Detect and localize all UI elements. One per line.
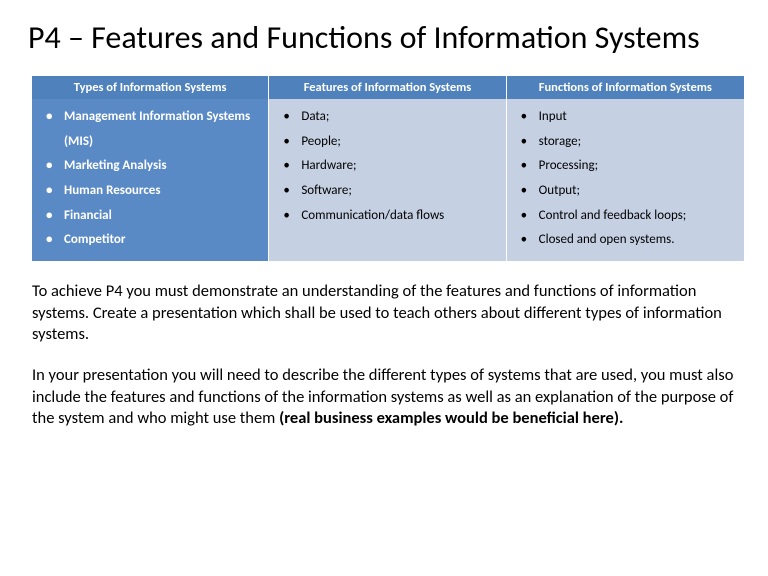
bullet-icon: • — [521, 105, 539, 130]
bullet-icon: • — [521, 228, 539, 253]
bullet-icon: • — [46, 179, 64, 204]
list-item-text: Human Resources — [64, 179, 258, 204]
paragraph-1: To achieve P4 you must demonstrate an un… — [32, 281, 736, 345]
list-item: •Hardware; — [283, 154, 495, 179]
list-item-text: Financial — [64, 204, 258, 229]
bullet-icon: • — [46, 105, 64, 130]
list-item: •Control and feedback loops; — [521, 204, 734, 229]
bullet-icon: • — [283, 179, 301, 204]
list-item-text: Marketing Analysis — [64, 154, 258, 179]
list-item: •Input — [521, 105, 734, 130]
list-item-text: Closed and open systems. — [539, 228, 734, 253]
bullet-icon: • — [46, 154, 64, 179]
list-item: •Output; — [521, 179, 734, 204]
list-item: •Management Information Systems (MIS) — [46, 105, 258, 154]
paragraph-2: In your presentation you will need to de… — [32, 365, 736, 429]
paragraph-2-bold: (real business examples would be benefic… — [279, 408, 623, 428]
list-item: •Communication/data flows — [283, 204, 495, 229]
list-item-text: People; — [301, 130, 495, 155]
list-item: •People; — [283, 130, 495, 155]
list-item: •Marketing Analysis — [46, 154, 258, 179]
col-header-features: Features of Information Systems — [269, 76, 506, 99]
bullet-icon: • — [521, 154, 539, 179]
list-item: •Processing; — [521, 154, 734, 179]
list-item-text: storage; — [539, 130, 734, 155]
col-header-types: Types of Information Systems — [32, 76, 269, 99]
list-item-text: Output; — [539, 179, 734, 204]
list-item-text: Hardware; — [301, 154, 495, 179]
list-item-text: Software; — [301, 179, 495, 204]
table-col-functions: Functions of Information Systems •Input … — [507, 76, 744, 261]
bullet-icon: • — [283, 154, 301, 179]
list-item: •Software; — [283, 179, 495, 204]
list-item: •Human Resources — [46, 179, 258, 204]
list-item-text: Data; — [301, 105, 495, 130]
list-item-text: Management Information Systems (MIS) — [64, 105, 258, 154]
info-systems-table: Types of Information Systems •Management… — [32, 76, 744, 261]
instruction-text: To achieve P4 you must demonstrate an un… — [32, 281, 736, 430]
list-item-text: Competitor — [64, 228, 258, 253]
list-item: •Competitor — [46, 228, 258, 253]
bullet-icon: • — [46, 228, 64, 253]
list-item-text: Control and feedback loops; — [539, 204, 734, 229]
bullet-icon: • — [521, 179, 539, 204]
list-item: •Financial — [46, 204, 258, 229]
bullet-icon: • — [283, 130, 301, 155]
col-header-functions: Functions of Information Systems — [507, 76, 744, 99]
bullet-icon: • — [46, 204, 64, 229]
bullet-icon: • — [283, 204, 301, 229]
list-item-text: Input — [539, 105, 734, 130]
col-body-features: •Data; •People; •Hardware; •Software; •C… — [269, 99, 506, 261]
list-item: •storage; — [521, 130, 734, 155]
bullet-icon: • — [521, 130, 539, 155]
table-col-features: Features of Information Systems •Data; •… — [269, 76, 506, 261]
col-body-functions: •Input •storage; •Processing; •Output; •… — [507, 99, 744, 261]
list-item: •Data; — [283, 105, 495, 130]
bullet-icon: • — [283, 105, 301, 130]
list-item-text: Communication/data flows — [301, 204, 495, 229]
bullet-icon: • — [521, 204, 539, 229]
table-col-types: Types of Information Systems •Management… — [32, 76, 269, 261]
list-item-text: Processing; — [539, 154, 734, 179]
page-title: P4 – Features and Functions of Informati… — [28, 18, 740, 58]
list-item: •Closed and open systems. — [521, 228, 734, 253]
col-body-types: •Management Information Systems (MIS) •M… — [32, 99, 269, 261]
